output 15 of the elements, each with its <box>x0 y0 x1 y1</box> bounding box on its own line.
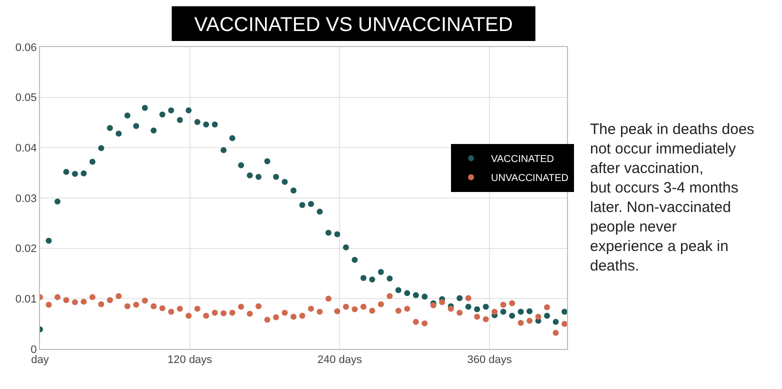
y-tick-label: 0.05 <box>15 92 37 104</box>
y-tick-label: 0.02 <box>15 243 37 256</box>
x-tick-label: 360 days <box>467 354 512 366</box>
text: The peak in deaths does not occur immediately after vaccination, but occurs 3-4 months later. Non-vaccinated people never experience a peak in deaths. <box>590 121 754 274</box>
legend-label: VACCINATED <box>491 154 554 166</box>
legend-label: UNVACCINATED <box>491 173 568 184</box>
chart-title: VACCINATED VS UNVACCINATED <box>194 14 513 36</box>
y-tick-label: 0.03 <box>15 192 37 205</box>
y-tick-label: 0.01 <box>15 294 37 306</box>
y-tick-label: 0.06 <box>15 42 37 54</box>
y-tick-label: 0.04 <box>15 142 37 155</box>
x-tick-label: day <box>31 354 50 366</box>
x-tick-label: 120 days <box>168 354 213 366</box>
x-tick-label: 240 days <box>317 354 363 366</box>
y-tick-label: 0 <box>30 344 37 356</box>
